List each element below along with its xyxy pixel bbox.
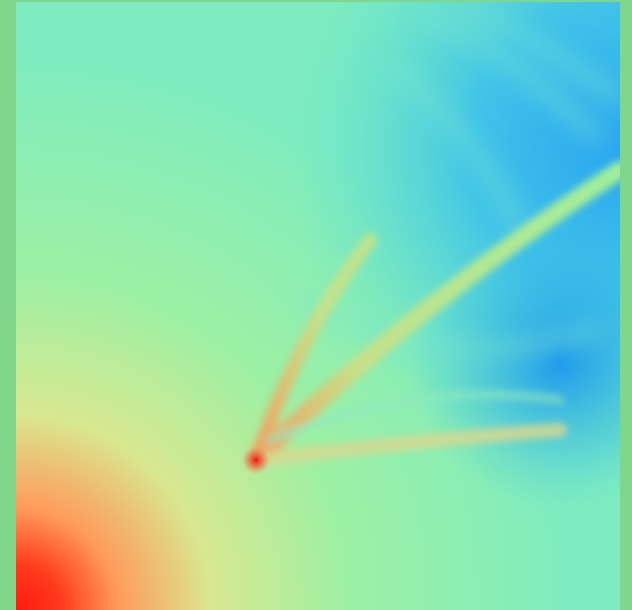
- field-view: [0, 0, 632, 610]
- hot-spot: [242, 446, 270, 474]
- field: [16, 2, 620, 610]
- page: [0, 0, 632, 610]
